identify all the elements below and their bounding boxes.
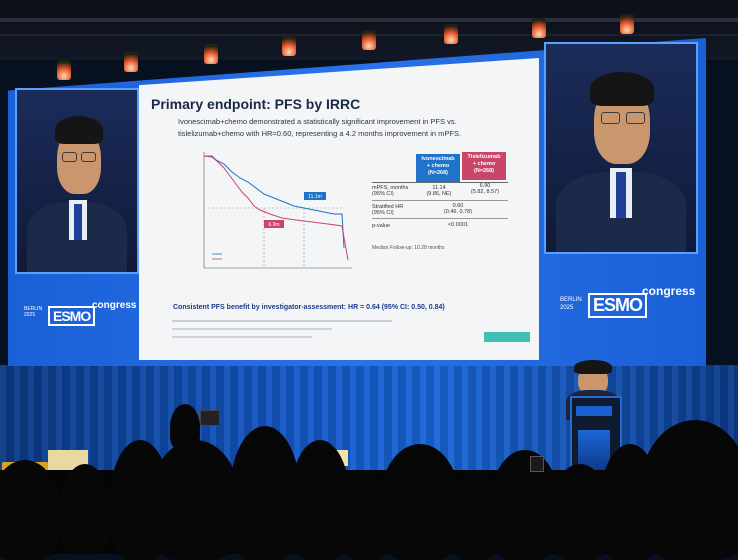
congress-text-left: congress xyxy=(92,300,136,311)
congress-text-right: congress xyxy=(642,284,695,298)
stage-light xyxy=(444,24,458,44)
km-label-ivo: 11.1m xyxy=(308,194,322,200)
branding-year: 2025 xyxy=(560,304,582,312)
audience-phone xyxy=(200,410,220,426)
km-plot: 11.1m 6.9m xyxy=(192,148,364,288)
stage-light xyxy=(620,14,634,34)
header-text: Ivonescimab xyxy=(416,156,460,163)
speaker-tie xyxy=(616,172,626,218)
slide-footnote-line xyxy=(172,320,392,322)
median-followup: Median Follow-up: 10.28 months xyxy=(372,245,445,251)
branding-right-city: BERLIN 2025 xyxy=(560,296,582,312)
left-speaker-video xyxy=(15,88,139,274)
subtitle-line: Ivonescimab+chemo demonstrated a statist… xyxy=(178,116,518,128)
stage-light xyxy=(124,52,138,72)
header-text: + chemo xyxy=(462,161,506,168)
glasses xyxy=(62,152,77,162)
audience-head xyxy=(150,440,240,560)
audience-head xyxy=(640,420,738,560)
km-label-tis: 6.9m xyxy=(268,222,279,228)
consistent-pfs-note: Consistent PFS benefit by investigator-a… xyxy=(173,304,445,311)
slide-footnote-line xyxy=(172,328,332,330)
cell-value: (5.82, 8.57) xyxy=(468,189,502,195)
live-speaker-hair xyxy=(574,360,612,374)
results-table: Ivonescimab + chemo (N=268) Tislelizumab… xyxy=(372,152,512,234)
esmo-logo-left: ESMO xyxy=(48,306,95,326)
table-header-ivonescimab: Ivonescimab + chemo (N=268) xyxy=(416,154,460,182)
audience xyxy=(0,400,738,554)
row-label: (95% CI) xyxy=(372,191,408,197)
table-header-tislelizumab: Tislelizumab + chemo (N=268) xyxy=(462,152,506,180)
subtitle-line: tislelizumab+chemo with HR=0.60, represe… xyxy=(178,128,518,140)
speaker-hair xyxy=(590,72,654,106)
cell-value: (0.46, 0.78) xyxy=(438,209,478,215)
esmo-logo-right: ESMO xyxy=(588,293,647,318)
stage-light xyxy=(204,44,218,64)
branding-year: 2025 xyxy=(24,312,42,318)
table-cell-tis-mpfs: 6.90 (5.82, 8.57) xyxy=(468,183,502,195)
row-label: (95% CI) xyxy=(372,210,403,216)
audience-phone xyxy=(530,456,544,472)
table-row-pvalue-label: p-value xyxy=(372,223,390,229)
table-cell-hr: 0.60 (0.46, 0.78) xyxy=(438,203,478,215)
table-cell-ivo-mpfs: 11.14 (9.86, NE) xyxy=(424,185,454,197)
branding-city: BERLIN xyxy=(560,296,582,304)
table-cell-pvalue: <0.0001 xyxy=(438,222,478,228)
stage-light xyxy=(282,36,296,56)
table-row-hr-label: Stratified HR (95% CI) xyxy=(372,204,403,216)
glasses xyxy=(626,112,645,124)
speaker-hair xyxy=(55,116,103,144)
slide-subtitle: Ivonescimab+chemo demonstrated a statist… xyxy=(178,116,518,140)
cell-value: (9.86, NE) xyxy=(424,191,454,197)
header-text: + chemo xyxy=(416,163,460,170)
audience-head xyxy=(0,460,60,560)
right-speaker-video xyxy=(544,42,698,254)
header-text: Tislelizumab xyxy=(462,154,506,161)
header-text: (N=268) xyxy=(416,170,460,177)
slide-logo xyxy=(484,332,530,342)
slide-footnote-line xyxy=(172,336,312,338)
audience-head xyxy=(380,444,460,560)
stage-light xyxy=(362,30,376,50)
speaker-tie xyxy=(74,204,82,240)
slide-title: Primary endpoint: PFS by IRRC xyxy=(151,96,360,112)
audience-head xyxy=(60,464,110,554)
branding-left-city: BERLIN 2025 xyxy=(24,306,42,318)
glasses xyxy=(601,112,620,124)
glasses xyxy=(81,152,96,162)
stage-light xyxy=(532,18,546,38)
stage-light xyxy=(57,60,71,80)
table-row-mpfs-label: mPFS, months (95% CI) xyxy=(372,185,408,197)
header-text: (N=268) xyxy=(462,168,506,175)
